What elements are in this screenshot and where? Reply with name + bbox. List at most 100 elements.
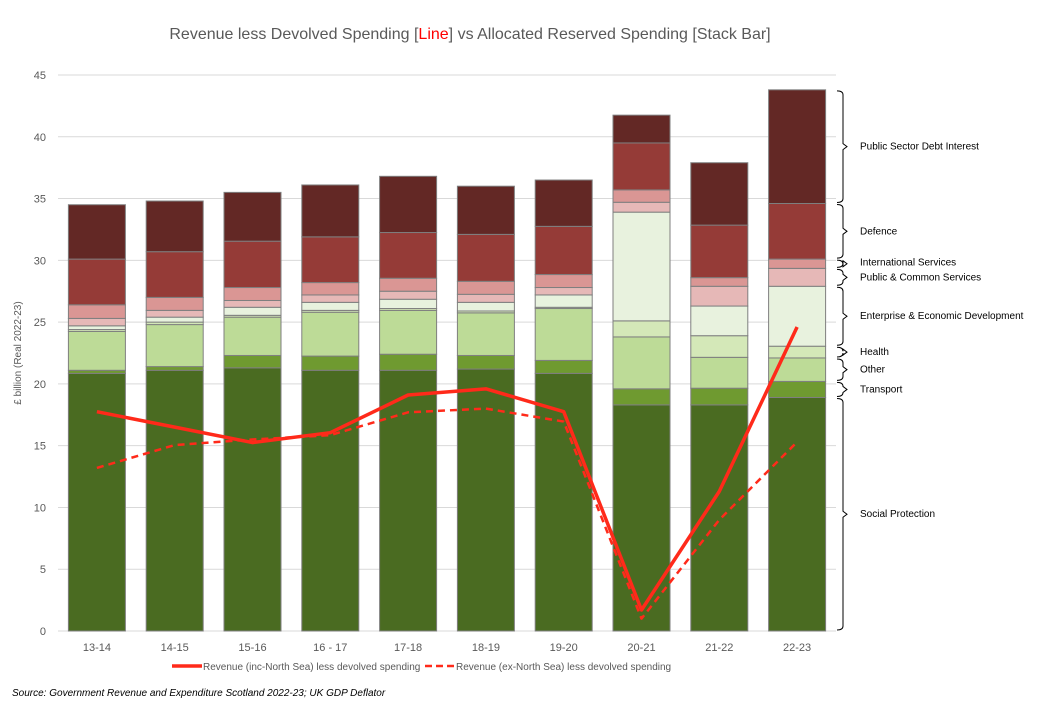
bar-segment-social-protection — [301, 369, 360, 632]
bar-segment-enterprise-economic-development — [768, 285, 827, 347]
bar-segment-other — [456, 312, 515, 356]
bar-segment-transport — [768, 380, 827, 398]
bar-segment-enterprise-economic-development — [145, 316, 204, 323]
bar-segment-public-common-services — [379, 290, 438, 300]
y-tick-label: 40 — [34, 132, 46, 144]
y-tick-label: 0 — [40, 626, 46, 638]
bar-segment-public-sector-debt-interest — [768, 89, 827, 204]
bar-segment-public-sector-debt-interest — [379, 175, 438, 234]
bar-segment-defence — [301, 236, 360, 284]
bar-segment-transport — [145, 366, 204, 371]
bar-segment-other — [612, 336, 671, 390]
bar-segment-defence — [456, 233, 515, 282]
x-tick-label: 15-16 — [238, 642, 266, 654]
bar-segment-international-services — [379, 277, 438, 292]
bar-segment-defence — [379, 232, 438, 279]
bar-segment-public-common-services — [768, 267, 827, 287]
x-tick-label: 19-20 — [550, 642, 578, 654]
bar-segment-transport — [612, 388, 671, 406]
bar-segment-defence — [534, 225, 593, 276]
bar-segment-health — [690, 335, 749, 358]
bar-segment-international-services — [223, 287, 282, 301]
x-tick-label: 18-19 — [472, 642, 500, 654]
bar-segment-international-services — [768, 258, 827, 269]
y-tick-label: 35 — [34, 194, 46, 206]
x-tick-label: 22-23 — [783, 642, 811, 654]
legend-label: Revenue (inc-North Sea) less devolved sp… — [203, 662, 420, 673]
line-inc-north-sea — [96, 326, 799, 612]
bar-segment-international-services — [456, 280, 515, 295]
x-tick-label: 13-14 — [83, 642, 111, 654]
segment-bracket — [836, 286, 848, 346]
bar-segment-public-sector-debt-interest — [534, 179, 593, 227]
bar-segment-public-sector-debt-interest — [223, 191, 282, 242]
y-tick-label: 10 — [34, 502, 46, 514]
y-tick-label: 25 — [34, 317, 46, 329]
legend-label: Revenue (ex-North Sea) less devolved spe… — [456, 662, 671, 673]
bar-segment-enterprise-economic-development — [690, 305, 749, 337]
bar-segment-defence — [223, 240, 282, 289]
bar-segment-public-sector-debt-interest — [690, 162, 749, 226]
bar-segment-transport — [379, 353, 438, 371]
segment-bracket — [836, 381, 848, 397]
segment-label: Transport — [860, 384, 903, 395]
bar-segment-public-common-services — [223, 299, 282, 308]
bar-segment-enterprise-economic-development — [612, 211, 671, 322]
segment-label: Enterprise & Economic Development — [860, 311, 1024, 322]
x-tick-label: 17-18 — [394, 642, 422, 654]
segment-label: Public & Common Services — [860, 272, 981, 283]
bar-segment-defence — [768, 202, 827, 260]
bar-segment-social-protection — [379, 369, 438, 632]
x-tick-label: 14-15 — [161, 642, 189, 654]
segment-bracket — [836, 358, 848, 381]
bar-segment-enterprise-economic-development — [223, 306, 282, 316]
bar-segment-public-common-services — [456, 293, 515, 303]
y-tick-label: 15 — [34, 441, 46, 453]
bar-segment-public-sector-debt-interest — [301, 184, 360, 238]
bar-segment-public-common-services — [301, 294, 360, 303]
bar-segment-transport — [534, 359, 593, 374]
bar-segment-public-common-services — [612, 201, 671, 213]
y-tick-label: 20 — [34, 379, 46, 391]
bar-segment-transport — [301, 355, 360, 371]
bar-segment-defence — [690, 224, 749, 279]
y-axis-label: £ billion (Real 2022-23) — [13, 301, 24, 404]
source-note: Source: Government Revenue and Expenditu… — [12, 688, 386, 699]
bar-segment-enterprise-economic-development — [534, 294, 593, 308]
bar-segment-other — [223, 316, 282, 356]
bar-segment-public-common-services — [690, 285, 749, 307]
segment-bracket — [836, 397, 848, 631]
bar-segment-transport — [223, 354, 282, 369]
segment-bracket — [836, 346, 848, 358]
bar-segment-enterprise-economic-development — [67, 325, 126, 331]
bar-segment-international-services — [301, 282, 360, 296]
bar-segment-other — [690, 356, 749, 389]
bar-segment-defence — [67, 258, 126, 306]
bar-segment-international-services — [612, 189, 671, 203]
segment-label: Defence — [860, 226, 898, 237]
bar-segment-public-sector-debt-interest — [612, 114, 671, 144]
segment-label: Public Sector Debt Interest — [860, 142, 979, 153]
segment-label: Social Protection — [860, 509, 935, 520]
bar-segment-enterprise-economic-development — [456, 301, 515, 312]
segment-label: Health — [860, 347, 889, 358]
bar-segment-social-protection — [768, 396, 827, 632]
bar-segment-public-sector-debt-interest — [456, 185, 515, 235]
bar-segment-transport — [456, 354, 515, 370]
bar-segment-other — [145, 324, 204, 368]
bar-segment-enterprise-economic-development — [379, 298, 438, 310]
bar-segment-social-protection — [145, 369, 204, 632]
bar-segment-transport — [690, 387, 749, 406]
segment-label: Other — [860, 365, 886, 376]
bar-segment-social-protection — [612, 404, 671, 632]
y-tick-label: 45 — [34, 70, 46, 82]
segment-bracket — [836, 90, 848, 203]
title-highlight: Line — [418, 26, 449, 43]
title-part: Revenue less Devolved Spending [ — [169, 26, 419, 43]
bar-segment-enterprise-economic-development — [301, 301, 360, 311]
bar-segment-health — [612, 320, 671, 338]
bar-segment-public-sector-debt-interest — [145, 200, 204, 253]
x-tick-label: 21-22 — [705, 642, 733, 654]
bar-segment-public-common-services — [67, 317, 126, 327]
